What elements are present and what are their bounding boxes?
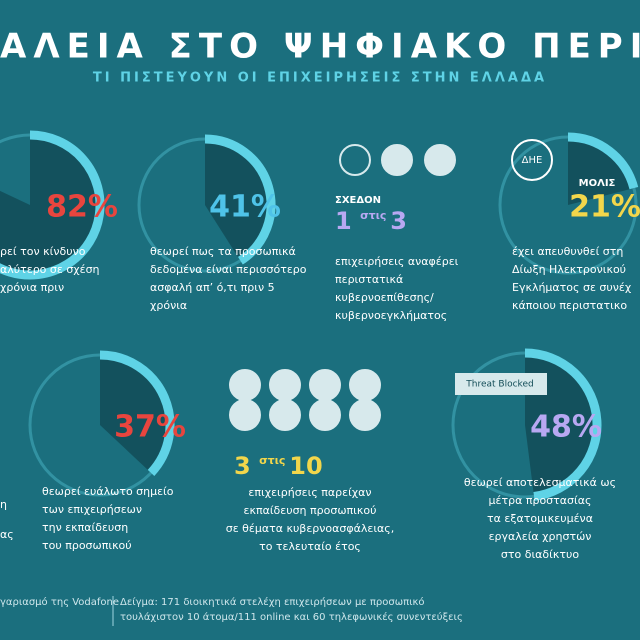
description: ασφαλή απ’ ό,τι πριν 5 xyxy=(150,281,275,294)
description: των επιχειρήσεων xyxy=(42,503,142,516)
gauge-sector xyxy=(205,139,271,261)
description: Εγκλήματος σε συνέχ xyxy=(512,281,632,294)
percentage: 37% xyxy=(114,410,186,445)
description: ρεί τον κίνδυνο xyxy=(0,245,86,258)
title: ΑΛΕΙΑ ΣΤΟ ΨΗΦΙΑΚΟ ΠΕΡΙΒΑΛΛ xyxy=(0,27,640,67)
icon-badge xyxy=(455,373,547,395)
prefix: ΣΧΕΔΟΝ xyxy=(335,195,381,206)
word: στις xyxy=(360,209,390,222)
icon-circle xyxy=(381,144,413,176)
numerator: 1 xyxy=(335,207,360,235)
icon-circle xyxy=(269,399,301,431)
gauge-sector xyxy=(568,137,634,205)
description: θεωρεί πως τα προσωπικά xyxy=(150,245,296,258)
percentage: 41% xyxy=(209,190,281,225)
word: στις xyxy=(259,454,289,467)
description: την εκπαίδευση xyxy=(42,521,128,534)
icon-circle xyxy=(269,369,301,401)
gauge-arc xyxy=(204,134,276,265)
icon-label: ΔΗΕ xyxy=(522,155,543,166)
fraction: 1 στις 3 xyxy=(335,207,407,235)
numerator: 3 xyxy=(234,452,259,480)
footer-right: τουλάχιστον 10 άτομα/111 online και 60 τ… xyxy=(120,611,463,623)
icon-label: Threat Blocked xyxy=(465,380,533,390)
icon-circle xyxy=(349,399,381,431)
description: η xyxy=(0,498,7,511)
icon-badge xyxy=(511,139,553,181)
description: εκπαίδευση προσωπικού xyxy=(244,504,377,517)
description: μέτρα προστασίας xyxy=(489,494,592,507)
description: αλύτερο σε σχέση xyxy=(0,263,100,276)
percentage: 48% xyxy=(530,410,602,445)
description: έχει απευθυνθεί στη xyxy=(512,245,623,258)
description: χρόνια xyxy=(150,299,187,312)
prefix: ΜΟΛΙΣ xyxy=(579,178,616,189)
description: θεωρεί αποτελεσματικά ως xyxy=(464,476,616,489)
percentage: 82% xyxy=(46,190,118,225)
description: το τελευταίο έτος xyxy=(259,540,361,553)
description: δεδομένα είναι περισσότερο xyxy=(150,263,307,276)
gauge-arc xyxy=(567,132,639,190)
description: Δίωξη Ηλεκτρονικού xyxy=(512,263,626,276)
description: χρόνια πριν xyxy=(0,281,64,294)
denominator: 10 xyxy=(289,452,322,480)
description: του προσωπικού xyxy=(42,539,132,552)
description: επιχειρήσεις αναφέρει xyxy=(335,255,459,268)
gauge-arc xyxy=(99,350,175,476)
description: κυβερνοεγκλήματος xyxy=(335,309,447,322)
description: ας xyxy=(0,528,14,541)
gauge-arc xyxy=(0,130,105,280)
description: σε θέματα κυβερνοασφάλειας, xyxy=(226,522,395,535)
icon-circle xyxy=(339,144,371,176)
footer-right: Δείγμα: 171 διοικητικά στελέχη επιχειρήσ… xyxy=(120,596,425,608)
icon-circle xyxy=(424,144,456,176)
icon-circle xyxy=(309,399,341,431)
description: επιχειρήσεις παρείχαν xyxy=(248,486,371,499)
description: στο διαδίκτυο xyxy=(501,548,579,561)
icon-circle xyxy=(309,369,341,401)
description: θεωρεί ευάλωτο σημείο xyxy=(42,485,174,498)
footer-left: γαριασμό της Vodafone xyxy=(0,596,119,608)
icon-circle xyxy=(229,399,261,431)
description: περιστατικά xyxy=(335,273,403,286)
description: κυβερνοεπίθεσης/ xyxy=(335,291,434,304)
gauge-sector xyxy=(0,135,100,275)
description: εργαλεία χρηστών xyxy=(489,530,592,543)
percentage: 21% xyxy=(569,190,640,225)
gauge-arc xyxy=(524,348,602,501)
fraction: 3 στις 10 xyxy=(234,452,323,480)
denominator: 3 xyxy=(390,207,407,235)
icon-circle xyxy=(349,369,381,401)
icon-circle xyxy=(229,369,261,401)
description: τα εξατομικευμένα xyxy=(487,512,593,525)
subtitle: ΤΙ ΠΙΣΤΕΥΟΥΝ ΟΙ ΕΠΙΧΕΙΡΗΣΕΙΣ ΣΤΗΝ ΕΛΛΑΔΑ xyxy=(93,71,547,86)
description: κάποιου περιστατικο xyxy=(512,299,627,312)
